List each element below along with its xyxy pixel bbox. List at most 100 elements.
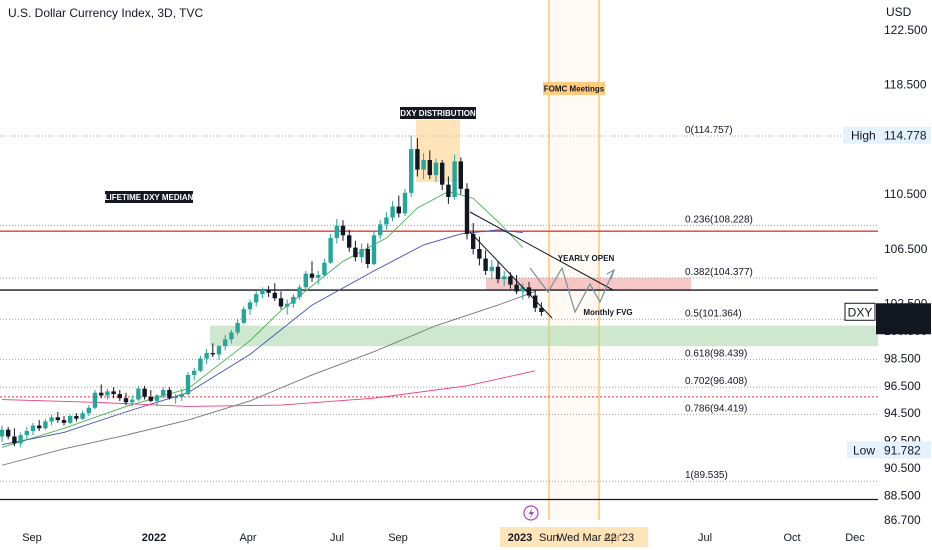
candle-body	[378, 224, 383, 236]
horizontal-lines-layer	[0, 230, 878, 501]
svg-text:DXY DISTRIBUTION: DXY DISTRIBUTION	[400, 109, 476, 118]
candle	[99, 384, 104, 399]
price-tick-label: 94.500	[884, 406, 921, 420]
candle	[353, 240, 358, 262]
time-axis[interactable]: Sep2022AprJulSepAprJulOctDec	[22, 532, 865, 544]
candle	[471, 222, 476, 255]
candle	[30, 422, 36, 436]
candle-body	[539, 307, 544, 312]
time-tick-label: Sep	[388, 532, 408, 544]
time-tick-label: 2022	[142, 532, 166, 544]
candle-body	[483, 258, 488, 271]
candle-body	[241, 309, 246, 323]
moving-average-line	[1, 291, 536, 466]
candle	[415, 138, 420, 177]
candle	[192, 368, 197, 381]
projection-path	[529, 266, 614, 314]
candle-body	[260, 290, 265, 295]
candle-body	[272, 292, 277, 299]
candle-body	[508, 276, 513, 285]
candle	[440, 160, 445, 191]
candle-body	[285, 303, 290, 307]
candle	[111, 387, 116, 399]
candle-body	[185, 374, 191, 395]
candle	[272, 283, 277, 302]
candle-body	[18, 435, 23, 444]
candle	[303, 270, 308, 291]
time-tick-label: Sep	[22, 532, 42, 544]
fib-label: 1(89.535)	[685, 470, 728, 481]
price-axis[interactable]: USD 122.500118.500110.500106.500102.5001…	[884, 5, 928, 527]
candle	[514, 275, 519, 295]
candle-body	[148, 396, 153, 401]
lightning-icon[interactable]	[523, 505, 539, 521]
candle-body	[291, 296, 296, 304]
candle	[117, 389, 122, 401]
candle-body	[12, 436, 17, 444]
time-tick-label: Dec	[845, 532, 865, 544]
price-tick-label: 86.700	[884, 513, 921, 527]
low-tag-label: Low	[853, 443, 875, 457]
candle	[254, 291, 259, 307]
candle	[198, 355, 203, 373]
candle	[18, 432, 23, 448]
yearly-open-zone	[486, 277, 691, 291]
candle-body	[402, 192, 408, 214]
currency-label: USD	[886, 5, 912, 19]
candle	[489, 259, 494, 280]
candle	[161, 387, 166, 399]
candle-body	[334, 225, 339, 239]
candle-body	[136, 388, 141, 400]
time-tick-label: Jul	[330, 532, 344, 544]
candle	[316, 270, 321, 285]
candle-body	[446, 184, 451, 197]
candle-body	[303, 273, 308, 288]
price-tag-countdown: 1d 22h	[884, 319, 921, 333]
candle	[204, 348, 209, 364]
candle-body	[477, 248, 482, 259]
monthly-fvg-zone	[210, 325, 878, 347]
chart-title: U.S. Dollar Currency Index, 3D, TVC	[8, 6, 204, 20]
candle	[223, 335, 228, 351]
candle-body	[49, 417, 54, 422]
price-tag-value: 101.877	[884, 305, 928, 319]
price-tick-label: 88.500	[884, 488, 921, 502]
candle	[539, 302, 544, 317]
candle-body	[142, 388, 147, 397]
candle-body	[371, 235, 377, 265]
candles-layer	[0, 135, 544, 448]
candle	[185, 372, 191, 396]
candle	[123, 392, 129, 406]
candle	[526, 281, 532, 299]
candle-body	[502, 276, 507, 280]
candle	[154, 394, 160, 407]
candle	[80, 410, 85, 421]
candle	[278, 291, 284, 310]
candle-body	[247, 302, 253, 310]
candle	[142, 385, 147, 400]
date-left-label: Sun	[539, 532, 559, 544]
candle-body	[415, 149, 420, 170]
year-2023-label: 2023	[508, 532, 532, 544]
candle	[359, 243, 364, 263]
candle	[136, 385, 141, 401]
candle	[216, 344, 222, 360]
fomc-tag: FOMC Meetings	[543, 82, 605, 95]
candle	[179, 388, 184, 401]
candle	[105, 388, 110, 400]
candle-body	[458, 161, 463, 189]
candle-body	[384, 217, 389, 225]
candle-body	[130, 399, 135, 403]
candle	[210, 343, 215, 358]
candle-body	[471, 233, 476, 249]
candle-body	[353, 247, 358, 258]
price-tag-bg	[876, 303, 931, 335]
candle	[427, 150, 432, 180]
candle	[61, 415, 67, 426]
candle	[483, 250, 488, 275]
candle-body	[55, 417, 60, 421]
fib-label: 0.786(94.419)	[685, 403, 747, 414]
candle-body	[117, 394, 122, 399]
candle-body	[24, 431, 29, 436]
